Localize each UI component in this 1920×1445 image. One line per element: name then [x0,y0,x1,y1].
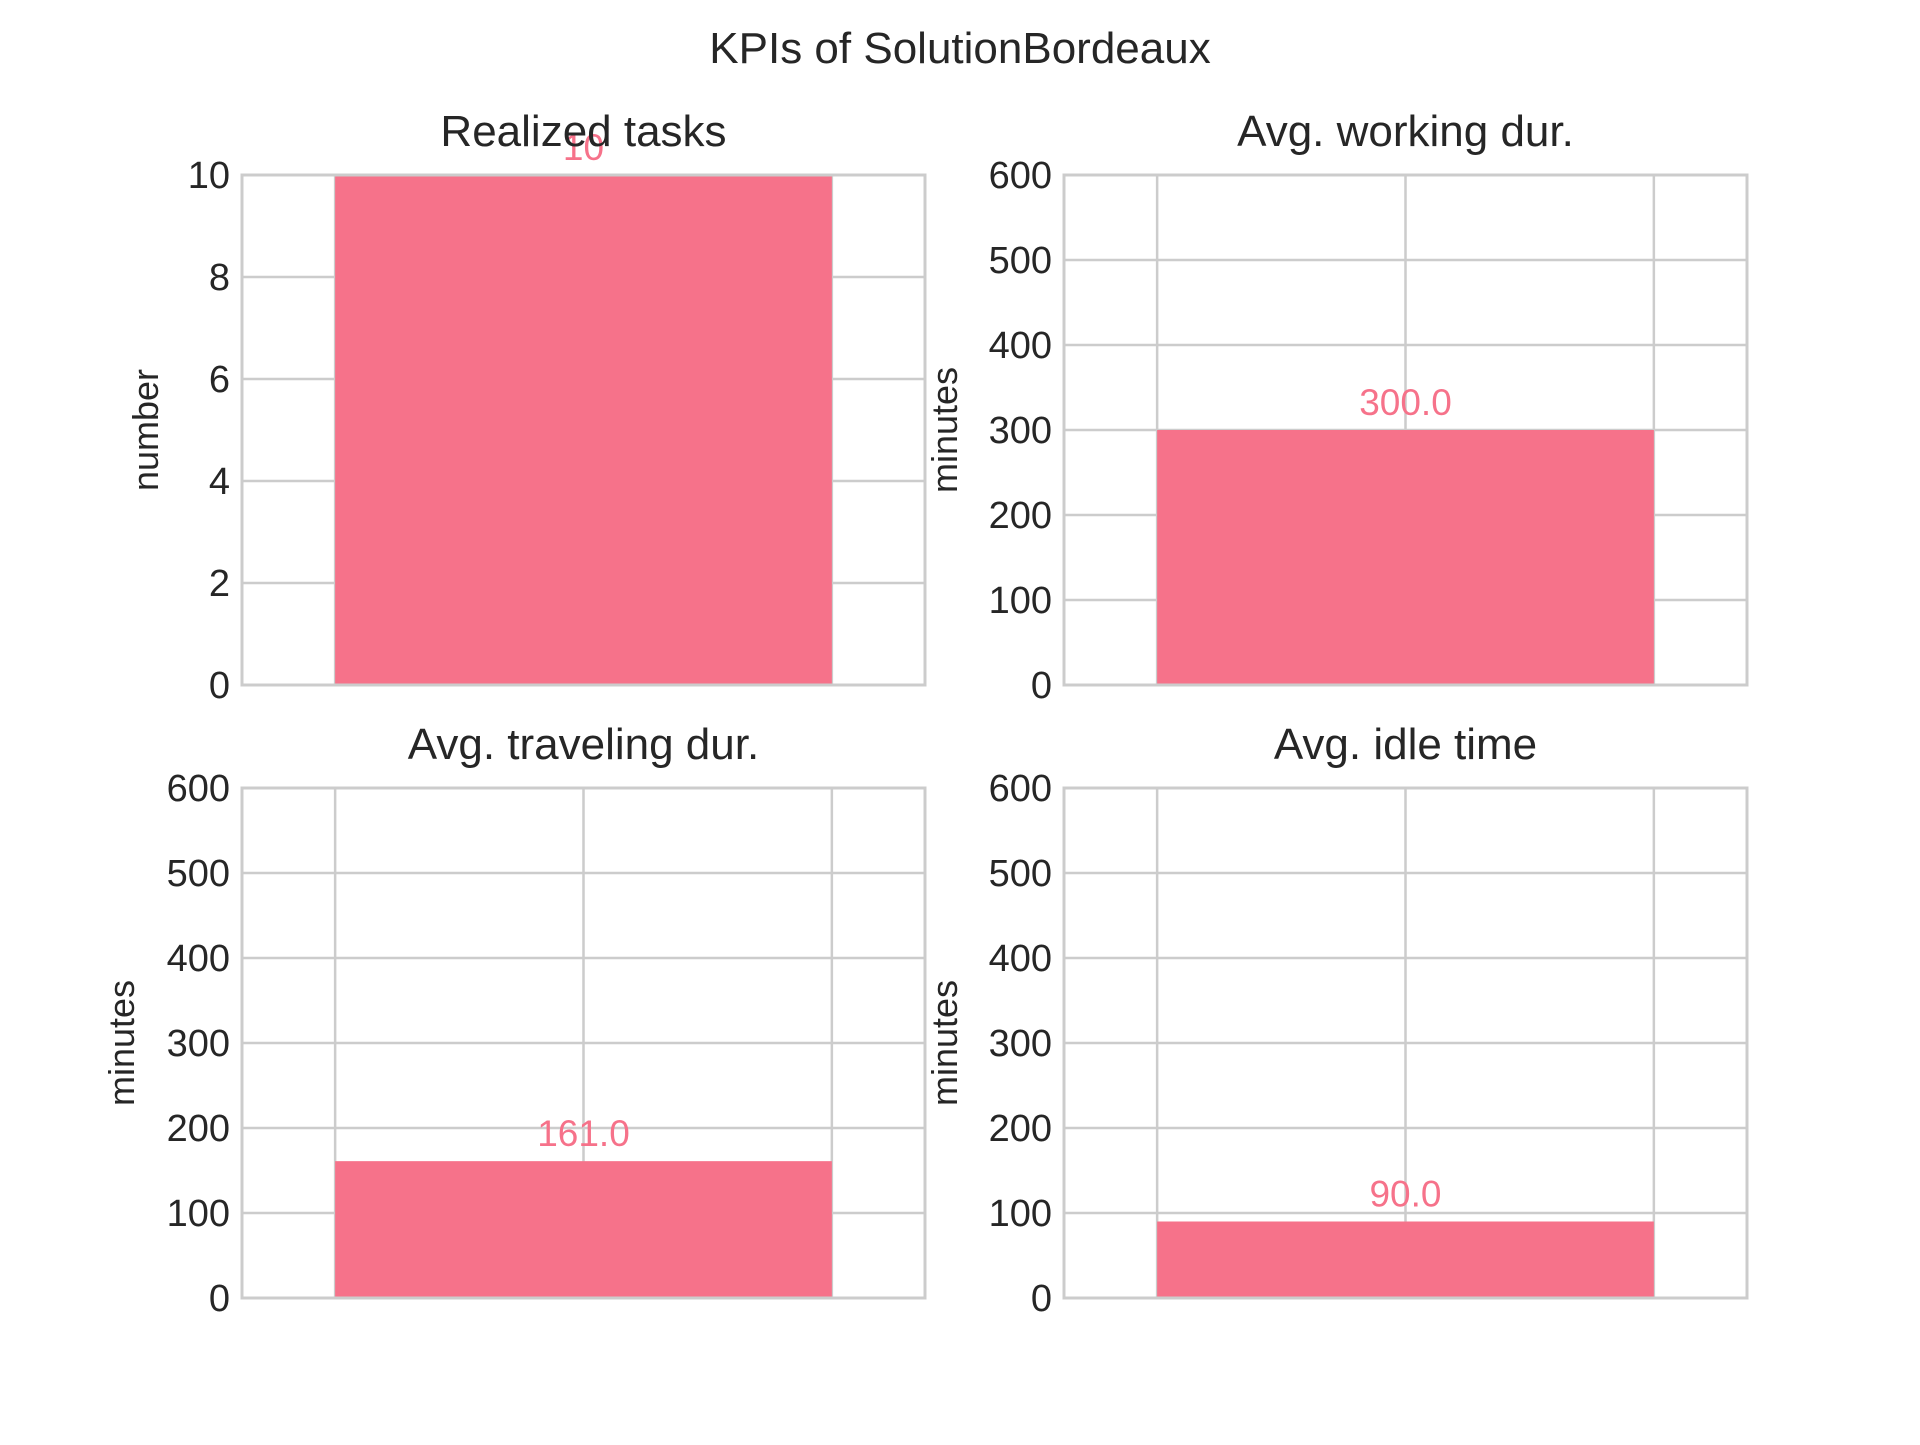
y-tick-label: 2 [209,563,230,605]
y-tick-label: 0 [1031,665,1052,707]
y-axis-label: minutes [924,367,965,493]
panel-title: Avg. working dur. [1237,107,1574,156]
y-tick-label: 10 [188,155,230,197]
y-axis-label: minutes [101,980,142,1106]
axes-frame [1062,173,1749,687]
panel-title: Avg. idle time [1274,720,1537,769]
axes-frame [1062,786,1749,1300]
y-tick-label: 200 [989,1108,1052,1150]
y-tick-label: 600 [989,768,1052,810]
bar-value-label: 90.0 [1369,1174,1441,1215]
y-tick-label: 300 [989,1023,1052,1065]
y-tick-label: 6 [209,359,230,401]
y-tick-label: 600 [167,768,230,810]
y-tick-label: 0 [209,1278,230,1320]
y-axis-label: number [125,369,166,491]
axes-frame [240,786,927,1300]
bar [1157,430,1654,685]
y-tick-label: 100 [989,1193,1052,1235]
panel-title: Realized tasks [440,107,726,156]
y-tick-label: 400 [167,938,230,980]
panel-4: 0 100 200 300 400 500 600 90.0 Avg. idle time min… [924,720,1749,1320]
bar [1157,1221,1654,1298]
y-tick-label: 500 [167,853,230,895]
y-tick-label: 400 [989,938,1052,980]
y-tick-label: 100 [167,1193,230,1235]
y-tick-label: 200 [167,1108,230,1150]
y-tick-label: 300 [167,1023,230,1065]
y-tick-label: 400 [989,325,1052,367]
y-tick-label: 8 [209,257,230,299]
panel-2: 0 100 200 300 400 500 600 300.0 Avg. working dur… [924,107,1749,707]
y-tick-label: 500 [989,853,1052,895]
y-axis-label: minutes [924,980,965,1106]
bar [335,1161,832,1298]
axes-frame [240,173,927,687]
bar-value-label: 300.0 [1359,382,1452,423]
y-tick-label: 100 [989,580,1052,622]
y-tick-label: 300 [989,410,1052,452]
panel-3: 0 100 200 300 400 500 600 161.0 Avg. traveling d… [101,720,927,1320]
panel-title: Avg. traveling dur. [408,720,759,769]
y-tick-label: 0 [209,665,230,707]
figure-title: KPIs of SolutionBordeaux [709,24,1210,73]
bar-value-label: 10 [563,127,604,168]
bar [335,175,832,685]
y-tick-label: 200 [989,495,1052,537]
y-tick-label: 0 [1031,1278,1052,1320]
bar-value-label: 161.0 [537,1113,630,1154]
y-tick-label: 500 [989,240,1052,282]
y-tick-label: 4 [209,461,230,503]
y-tick-label: 600 [989,155,1052,197]
